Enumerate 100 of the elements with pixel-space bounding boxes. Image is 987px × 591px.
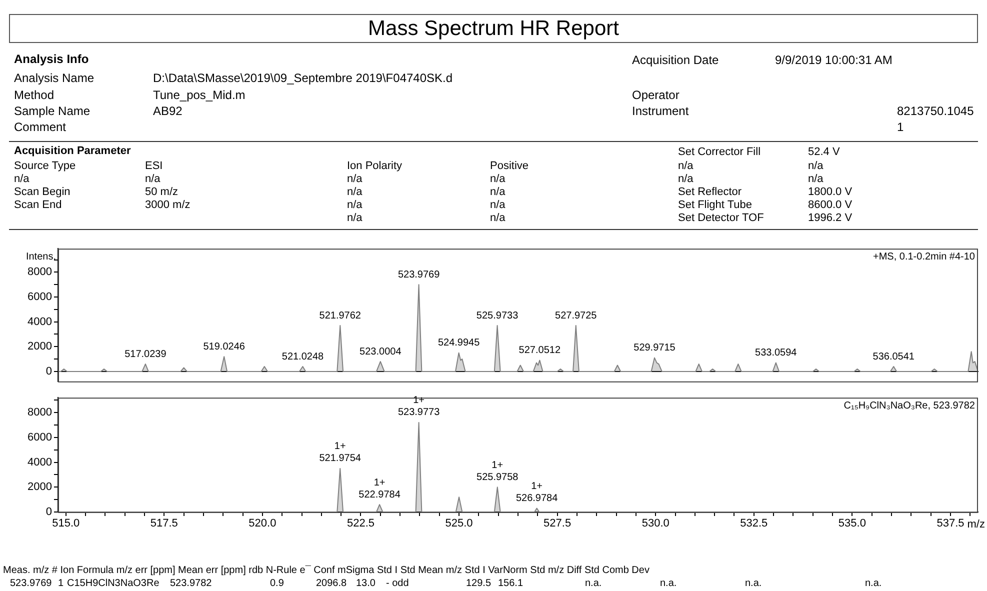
text: n/a bbox=[808, 173, 824, 185]
text: 1 bbox=[897, 120, 904, 134]
text: 523.9782 bbox=[170, 578, 212, 589]
annotation: 1+ 523.9773 bbox=[398, 395, 440, 418]
text: n.a. bbox=[660, 578, 677, 589]
annotation: 529.9715 bbox=[634, 342, 676, 354]
text: 8213750.1045 bbox=[897, 104, 974, 118]
text: Set Reflector bbox=[678, 186, 742, 198]
text: 523.9769 bbox=[10, 578, 52, 589]
annotation: C₁₅H₉ClN₃NaO₃Re, 523.9782 bbox=[844, 400, 976, 412]
y-tick-label: 6000 bbox=[28, 291, 52, 304]
text: - odd bbox=[386, 578, 409, 589]
text: 129.5 bbox=[466, 578, 492, 589]
annotation: 521.9762 bbox=[319, 310, 362, 322]
text: n/a bbox=[347, 173, 362, 185]
text: Set Corrector Fill bbox=[678, 146, 761, 158]
text: 13.0 bbox=[356, 578, 376, 589]
annotation: 1+ 526.9784 bbox=[516, 481, 558, 504]
text: n/a bbox=[347, 199, 362, 211]
annotation: 525.9733 bbox=[476, 310, 519, 322]
text: Acquisition Parameter bbox=[14, 145, 131, 157]
text: n/a bbox=[808, 160, 824, 172]
y-tick-label: 0 bbox=[46, 506, 52, 518]
text: n/a bbox=[490, 186, 506, 198]
text: 156.1 bbox=[498, 578, 524, 589]
text: Analysis Name bbox=[14, 71, 94, 85]
text: Acquisition Date bbox=[632, 53, 719, 67]
text: Ion Polarity bbox=[347, 160, 402, 172]
y-tick-label: 2000 bbox=[28, 481, 52, 494]
annotation: 519.0246 bbox=[203, 341, 246, 352]
annotation: +MS, 0.1-0.2min #4-10 bbox=[873, 251, 976, 262]
text: Instrument bbox=[632, 104, 689, 118]
text: AB92 bbox=[153, 104, 182, 118]
text: n/a bbox=[14, 173, 30, 185]
text: 9/9/2019 10:00:31 AM bbox=[775, 53, 892, 67]
text: n/a bbox=[145, 173, 160, 185]
text: 3000 m/z bbox=[145, 199, 190, 211]
text: Analysis Info bbox=[14, 52, 89, 66]
x-tick-label: 522.5 bbox=[346, 518, 374, 530]
text: 1 bbox=[58, 578, 64, 589]
annotation: 1+ 521.9754 bbox=[319, 441, 362, 464]
text: Scan End bbox=[14, 199, 62, 211]
text: n/a bbox=[347, 186, 362, 198]
x-tick-label: 525.0 bbox=[445, 518, 473, 530]
annotation: 527.0512 bbox=[518, 345, 561, 356]
annotation: 523.9769 bbox=[398, 269, 440, 280]
text: Scan Begin bbox=[14, 186, 70, 198]
annotation: 1+ 522.9784 bbox=[358, 477, 401, 500]
annotation: 521.0248 bbox=[282, 351, 324, 362]
text: n/a bbox=[490, 173, 506, 185]
y-tick-label: 4000 bbox=[28, 456, 52, 468]
text: D:\Data\SMasse\2019\09_Septembre 2019\F04740SK.d bbox=[153, 71, 453, 85]
text: n.a. bbox=[745, 578, 762, 589]
text: n.a. bbox=[585, 578, 602, 589]
annotation: 527.9725 bbox=[555, 310, 598, 322]
annotation: 533.0594 bbox=[755, 348, 798, 359]
text: Tune_pos_Mid.m bbox=[153, 88, 246, 102]
annotation: 523.0004 bbox=[360, 346, 402, 358]
text: Positive bbox=[490, 160, 529, 172]
x-tick-label: 532.5 bbox=[740, 518, 768, 530]
x-tick-label: 527.5 bbox=[544, 518, 572, 530]
text: 8600.0 V bbox=[808, 199, 852, 211]
y-tick-label: 0 bbox=[46, 366, 52, 378]
annotation: 524.9945 bbox=[438, 338, 480, 349]
y-tick-label: 8000 bbox=[28, 266, 52, 278]
y-axis-title: Intens. bbox=[26, 251, 56, 262]
y-tick-label: 8000 bbox=[28, 406, 52, 419]
text: n/a bbox=[347, 212, 362, 224]
text: C15H9ClN3NaO3Re bbox=[67, 578, 160, 589]
x-tick-label: 515.0 bbox=[52, 518, 80, 530]
x-tick-label: 530.0 bbox=[642, 518, 670, 530]
text: Set Detector TOF bbox=[678, 212, 764, 224]
text: ESI bbox=[145, 160, 163, 172]
text: Set Flight Tube bbox=[678, 199, 752, 211]
text: n/a bbox=[490, 212, 506, 224]
text: Meas. m/z # Ion Formula m/z err [ppm] Mean err [ppm] rdb N-Rule e¯ Conf mSigma Std I Std Mean m/z Std I VarNorm Std m/z Diff Std Comb Dev bbox=[3, 565, 650, 576]
text: 1800.0 V bbox=[808, 186, 852, 198]
annotation: 517.0239 bbox=[124, 348, 167, 360]
y-tick-label: 4000 bbox=[28, 316, 52, 328]
text: Operator bbox=[632, 88, 680, 102]
text: n/a bbox=[678, 173, 694, 185]
text: 52.4 V bbox=[808, 146, 840, 158]
text: n/a bbox=[678, 160, 694, 172]
text: Sample Name bbox=[14, 104, 90, 118]
x-tick-label: 517.5 bbox=[150, 518, 178, 530]
y-tick-label: 6000 bbox=[28, 431, 52, 444]
x-tick-label: 537.5 bbox=[936, 518, 964, 530]
text: 1996.2 V bbox=[808, 212, 852, 224]
text: 50 m/z bbox=[145, 186, 178, 198]
text: n/a bbox=[490, 199, 506, 211]
y-tick-label: 2000 bbox=[28, 340, 52, 353]
text: 0.9 bbox=[270, 578, 284, 589]
source-note: Source Type bbox=[14, 160, 76, 172]
text: n.a. bbox=[865, 578, 882, 589]
text: Mass Spectrum HR Report bbox=[9, 14, 978, 43]
text: 2096.8 bbox=[316, 578, 347, 589]
annotation: 536.0541 bbox=[872, 351, 915, 362]
annotation: 1+ 525.9758 bbox=[476, 460, 519, 483]
text: Comment bbox=[14, 120, 66, 134]
x-tick-label: 535.0 bbox=[838, 518, 866, 530]
